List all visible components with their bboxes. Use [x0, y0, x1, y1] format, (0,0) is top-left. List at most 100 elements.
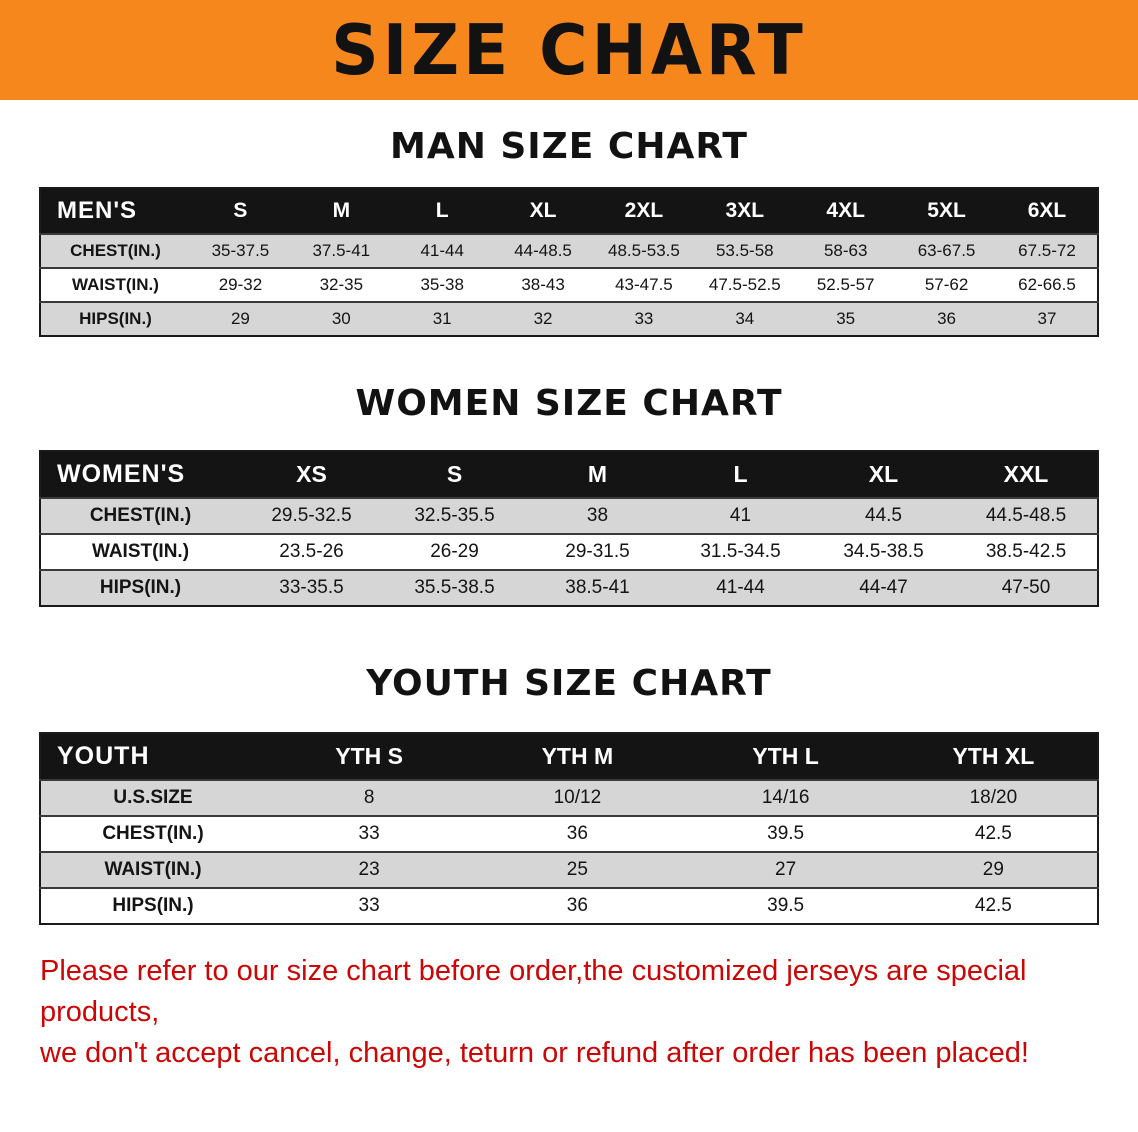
table-cell: 29: [889, 851, 1098, 888]
size-chart-page: SIZE CHART MAN SIZE CHART MEN'S S M L XL…: [0, 0, 1138, 1074]
table-cell: 29-31.5: [526, 533, 669, 570]
table-cell: 44.5: [812, 497, 955, 534]
table-cell: 25: [473, 851, 682, 888]
men-size-header: M: [332, 199, 351, 222]
table-cell: 27: [681, 851, 890, 888]
men-size-header: S: [233, 199, 248, 222]
table-cell: 18/20: [889, 779, 1098, 816]
table-row: CHEST(IN.) 29.5-32.5 32.5-35.5 38 41 44.…: [40, 497, 1098, 534]
table-cell: 53.5-58: [694, 233, 796, 268]
table-cell: 33: [593, 301, 695, 336]
men-size-header: 6XL: [1027, 199, 1067, 222]
table-cell: 47-50: [955, 569, 1098, 606]
youth-header-row: YOUTH YTH S YTH M YTH L YTH XL: [40, 733, 1098, 780]
table-row: HIPS(IN.) 33-35.5 35.5-38.5 38.5-41 41-4…: [40, 569, 1098, 606]
table-row: HIPS(IN.) 33 36 39.5 42.5: [40, 887, 1098, 924]
women-size-table: WOMEN'S XS S M L XL XXL CHEST(IN.) 29.5-…: [39, 450, 1099, 607]
table-cell: 29.5-32.5: [240, 497, 383, 534]
table-cell: 38.5-42.5: [955, 533, 1098, 570]
women-size-header: M: [587, 461, 608, 487]
men-size-header: XL: [529, 199, 557, 222]
table-cell: 41-44: [669, 569, 812, 606]
men-size-header: L: [435, 199, 449, 222]
men-size-header: 2XL: [624, 199, 664, 222]
table-cell: 31: [391, 301, 493, 336]
table-cell: 42.5: [889, 887, 1098, 924]
disclaimer: Please refer to our size chart before or…: [40, 951, 1108, 1074]
table-row: CHEST(IN.) 35-37.5 37.5-41 41-44 44-48.5…: [40, 233, 1098, 268]
table-cell: 31.5-34.5: [669, 533, 812, 570]
table-cell: 32-35: [290, 267, 392, 302]
table-cell: 39.5: [681, 815, 890, 852]
row-label: U.S.SIZE: [40, 779, 265, 816]
women-size-header: S: [446, 461, 463, 487]
table-cell: 10/12: [473, 779, 682, 816]
table-cell: 33: [265, 815, 474, 852]
youth-size-table: YOUTH YTH S YTH M YTH L YTH XL U.S.SIZE …: [39, 732, 1099, 925]
youth-size-header: YTH L: [752, 743, 819, 769]
table-cell: 38.5-41: [526, 569, 669, 606]
table-row: WAIST(IN.) 29-32 32-35 35-38 38-43 43-47…: [40, 267, 1098, 302]
youth-corner-header: YOUTH: [57, 742, 150, 770]
table-cell: 33: [265, 887, 474, 924]
table-cell: 35: [795, 301, 897, 336]
banner: SIZE CHART: [0, 0, 1138, 100]
table-cell: 29-32: [190, 267, 291, 302]
women-corner-header: WOMEN'S: [57, 460, 186, 488]
table-cell: 36: [896, 301, 997, 336]
table-cell: 23: [265, 851, 474, 888]
table-cell: 44-47: [812, 569, 955, 606]
table-row: WAIST(IN.) 23 25 27 29: [40, 851, 1098, 888]
table-cell: 62-66.5: [997, 267, 1098, 302]
row-label: CHEST(IN.): [40, 497, 240, 534]
women-size-header: XS: [296, 461, 327, 487]
table-cell: 44-48.5: [492, 233, 594, 268]
men-size-table: MEN'S S M L XL 2XL 3XL 4XL 5XL 6XL CHEST…: [39, 187, 1099, 337]
women-size-chart-section: WOMEN SIZE CHART WOMEN'S XS S M L XL XXL: [0, 383, 1138, 607]
row-label: HIPS(IN.): [40, 301, 190, 336]
table-cell: 23.5-26: [240, 533, 383, 570]
table-cell: 63-67.5: [896, 233, 997, 268]
table-cell: 35-37.5: [190, 233, 291, 268]
table-cell: 37: [997, 301, 1098, 336]
youth-size-header: YTH M: [541, 743, 614, 769]
row-label: HIPS(IN.): [40, 887, 265, 924]
row-label: CHEST(IN.): [40, 815, 265, 852]
table-cell: 35-38: [391, 267, 493, 302]
table-cell: 38-43: [492, 267, 594, 302]
table-cell: 67.5-72: [997, 233, 1098, 268]
table-cell: 29: [190, 301, 291, 336]
youth-size-header: YTH S: [335, 743, 403, 769]
men-size-header: 3XL: [725, 199, 765, 222]
table-cell: 58-63: [795, 233, 897, 268]
table-cell: 37.5-41: [290, 233, 392, 268]
row-label: WAIST(IN.): [40, 267, 190, 302]
women-size-header: XL: [868, 461, 899, 487]
disclaimer-line-2: we don't accept cancel, change, teturn o…: [40, 1037, 1029, 1069]
table-cell: 8: [265, 779, 474, 816]
table-cell: 39.5: [681, 887, 890, 924]
table-cell: 26-29: [383, 533, 526, 570]
table-cell: 33-35.5: [240, 569, 383, 606]
table-cell: 41-44: [391, 233, 493, 268]
men-size-chart-section: MAN SIZE CHART MEN'S S M L XL 2XL 3XL 4X…: [0, 126, 1138, 337]
table-cell: 14/16: [681, 779, 890, 816]
table-cell: 44.5-48.5: [955, 497, 1098, 534]
women-header-row: WOMEN'S XS S M L XL XXL: [40, 451, 1098, 498]
table-cell: 43-47.5: [593, 267, 695, 302]
men-size-header: 5XL: [927, 199, 966, 222]
table-cell: 41: [669, 497, 812, 534]
youth-chart-heading: YOUTH SIZE CHART: [366, 663, 772, 704]
disclaimer-line-1: Please refer to our size chart before or…: [40, 955, 1027, 1028]
table-cell: 57-62: [896, 267, 997, 302]
table-cell: 47.5-52.5: [694, 267, 796, 302]
row-label: WAIST(IN.): [40, 533, 240, 570]
table-row: HIPS(IN.) 29 30 31 32 33 34 35 36 37: [40, 301, 1098, 336]
table-cell: 38: [526, 497, 669, 534]
men-chart-heading: MAN SIZE CHART: [390, 126, 748, 167]
page-title: SIZE CHART: [331, 9, 807, 91]
row-label: HIPS(IN.): [40, 569, 240, 606]
women-chart-heading: WOMEN SIZE CHART: [355, 383, 783, 424]
youth-size-header: YTH XL: [952, 743, 1035, 769]
women-size-header: L: [733, 461, 748, 487]
